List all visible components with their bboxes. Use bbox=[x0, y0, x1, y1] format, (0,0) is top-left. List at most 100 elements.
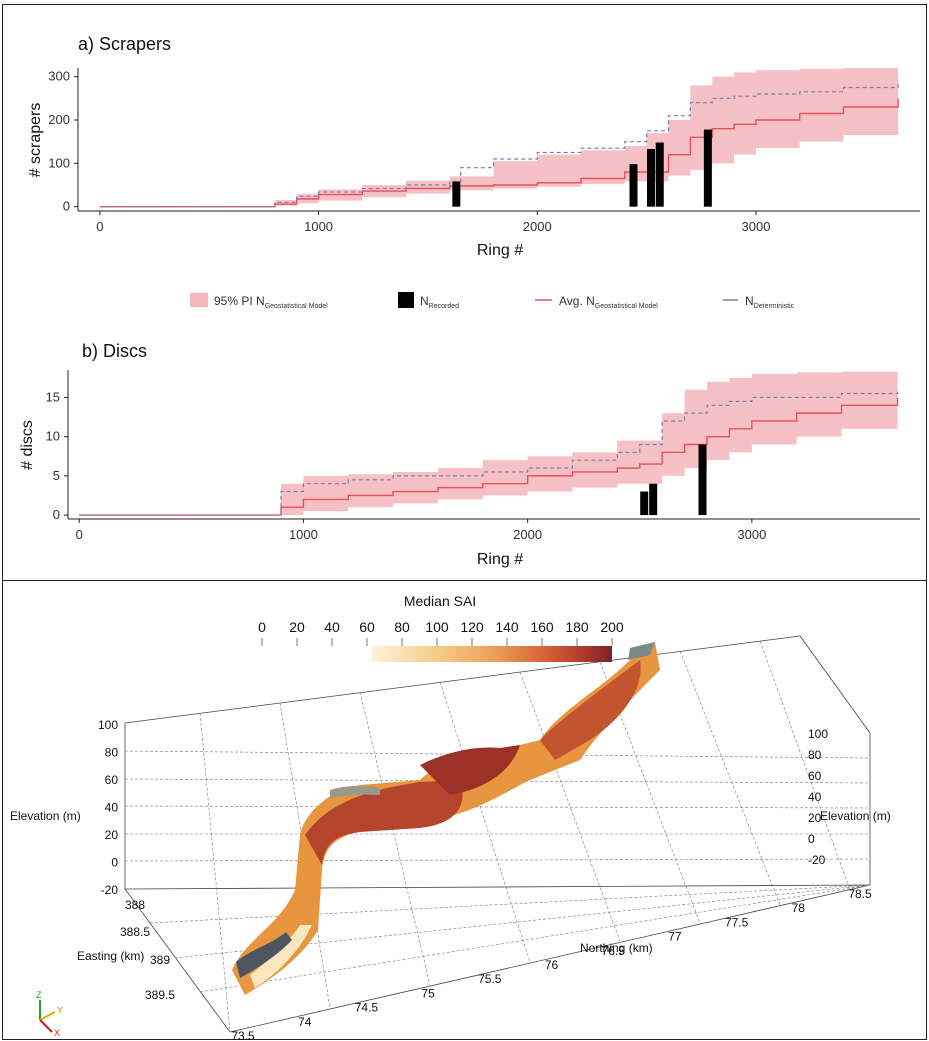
b-bar-2 bbox=[698, 444, 707, 516]
discs-pi-band bbox=[79, 370, 898, 516]
elevation-left-label: Elevation (m) bbox=[10, 809, 81, 823]
legend-det-label: NDeterministic bbox=[745, 294, 795, 310]
b-bar-1 bbox=[649, 483, 658, 516]
a-pi-area bbox=[99, 67, 899, 207]
northing-tick-0: 73.5 bbox=[231, 1029, 255, 1040]
b-ytick-label-0: 0 bbox=[53, 507, 60, 522]
b-pi-area bbox=[79, 370, 898, 516]
b-det-line bbox=[79, 389, 899, 516]
elevation-right-tick-2: 60 bbox=[808, 769, 822, 783]
elevation-left-tick-2: 60 bbox=[105, 773, 119, 787]
elevation-left-ticks: 100 80 60 40 20 0 -20 bbox=[98, 718, 118, 897]
a-xtick-label-1: 1000 bbox=[304, 219, 333, 234]
a-bar-3 bbox=[655, 142, 664, 207]
elevation-right-label: Elevation (m) bbox=[820, 809, 891, 823]
a-bar-0 bbox=[452, 181, 461, 207]
chart-discs-title: b) Discs bbox=[82, 341, 147, 361]
colorbar-tick-label-0: 0 bbox=[258, 619, 266, 635]
discs-y-label: # discs bbox=[19, 420, 36, 470]
discs-y-ticks: 0 5 10 15 bbox=[46, 389, 68, 522]
a-ytick-label-1: 100 bbox=[48, 155, 70, 170]
legend-recorded-label: NRecorded bbox=[420, 294, 459, 310]
colorbar-title: Median SAI bbox=[404, 593, 476, 609]
elevation-left-tick-6: -20 bbox=[101, 883, 119, 897]
elevation-right-tick-1: 80 bbox=[808, 748, 822, 762]
legend: 95% PI NGeostatistical Model NRecorded A… bbox=[190, 292, 795, 310]
a-xtick-label-3: 3000 bbox=[742, 219, 771, 234]
a-avg-line bbox=[99, 98, 899, 208]
elevation-left-tick-4: 20 bbox=[105, 828, 119, 842]
a-ytick-label-3: 300 bbox=[48, 69, 70, 84]
b-ytick-label-3: 15 bbox=[46, 389, 60, 404]
b-xtick-label-2: 2000 bbox=[513, 527, 542, 542]
colorbar-tick-label-7: 140 bbox=[495, 619, 519, 635]
legend-recorded-swatch bbox=[398, 292, 414, 308]
northing-tick-4: 75.5 bbox=[478, 972, 502, 986]
b-avg-line bbox=[79, 397, 899, 516]
northing-tick-6: 76.5 bbox=[602, 944, 626, 958]
colorbar-tick-label-4: 80 bbox=[394, 619, 410, 635]
northing-tick-10: 78.5 bbox=[848, 887, 872, 901]
northing-tick-5: 76 bbox=[545, 958, 559, 972]
easting-label: Easting (km) bbox=[77, 949, 144, 963]
northing-tick-7: 77 bbox=[668, 930, 682, 944]
elevation-left-tick-5: 0 bbox=[111, 856, 118, 870]
a-ytick-label-0: 0 bbox=[63, 199, 70, 214]
b-xtick-label-3: 3000 bbox=[737, 527, 766, 542]
colorbar-tick-label-6: 120 bbox=[460, 619, 484, 635]
discs-x-ticks: 0 1000 2000 3000 bbox=[76, 519, 766, 542]
legend-pi-swatch bbox=[190, 293, 208, 307]
easting-tick-1: 388.5 bbox=[120, 925, 150, 939]
scrapers-y-ticks: 0 100 200 300 bbox=[48, 69, 78, 214]
sai-surface bbox=[232, 642, 660, 995]
grid-box bbox=[124, 635, 871, 1033]
a-ytick-label-2: 200 bbox=[48, 112, 70, 127]
axis-x-label: X bbox=[54, 1028, 60, 1038]
elevation-right-tick-6: -20 bbox=[808, 853, 826, 867]
northing-tick-3: 75 bbox=[421, 986, 435, 1000]
scrapers-y-label: # scrapers bbox=[27, 103, 44, 178]
northing-ticks: 73.5 74 74.5 75 75.5 76 76.5 77 77.5 78 78.5 bbox=[231, 887, 872, 1040]
northing-tick-9: 78 bbox=[792, 901, 806, 915]
scrapers-x-label: Ring # bbox=[477, 242, 523, 259]
axes-orientation-widget: Z Y X bbox=[36, 990, 63, 1038]
elevation-left-tick-0: 100 bbox=[98, 718, 118, 732]
northing-label: Northing (km) bbox=[580, 941, 653, 955]
b-ytick-label-1: 5 bbox=[53, 468, 60, 483]
b-ytick-label-2: 10 bbox=[46, 429, 60, 444]
scrapers-lines bbox=[99, 83, 899, 208]
a-det-line bbox=[99, 83, 899, 208]
northing-tick-1: 74 bbox=[298, 1015, 312, 1029]
colorbar-gradient bbox=[372, 646, 612, 662]
colorbar-ticks: 0 20 40 60 80 100 120 140 160 180 200 bbox=[258, 619, 624, 646]
scene3d-panel bbox=[2, 580, 927, 1040]
b-xtick-label-1: 1000 bbox=[289, 527, 318, 542]
chart-discs: b) Discs 0 1000 2000 3000 0 5 10 15 Ring # # d… bbox=[19, 341, 920, 568]
discs-recorded-bars bbox=[640, 444, 707, 516]
axis-y-label: Y bbox=[57, 1005, 63, 1015]
colorbar-tick-label-5: 100 bbox=[425, 619, 449, 635]
colorbar-tick-label-8: 160 bbox=[530, 619, 554, 635]
easting-tick-3: 389.5 bbox=[145, 988, 175, 1002]
scrapers-recorded-bars bbox=[452, 129, 712, 207]
easting-tick-2: 389 bbox=[150, 953, 170, 967]
colorbar-tick-label-3: 60 bbox=[359, 619, 375, 635]
scene3d-svg: Median SAI 0 20 40 60 80 100 120 140 160 180 200 bbox=[10, 593, 891, 1040]
easting-tick-0: 388 bbox=[125, 898, 145, 912]
colorbar-tick-label-2: 40 bbox=[324, 619, 340, 635]
elevation-left-tick-3: 40 bbox=[105, 801, 119, 815]
elevation-left-tick-1: 80 bbox=[105, 746, 119, 760]
legend-pi-label: 95% PI NGeostatistical Model bbox=[214, 294, 328, 310]
elevation-right-tick-0: 100 bbox=[808, 727, 828, 741]
discs-x-label: Ring # bbox=[477, 551, 523, 568]
axis-z-label: Z bbox=[36, 990, 42, 1000]
scrapers-pi-band bbox=[99, 67, 899, 207]
discs-lines bbox=[79, 389, 899, 516]
legend-avg-label: Avg. NGeostatistical Model bbox=[559, 294, 658, 310]
elevation-right-tick-3: 40 bbox=[808, 790, 822, 804]
colorbar-tick-label-10: 200 bbox=[600, 619, 624, 635]
a-xtick-label-2: 2000 bbox=[523, 219, 552, 234]
